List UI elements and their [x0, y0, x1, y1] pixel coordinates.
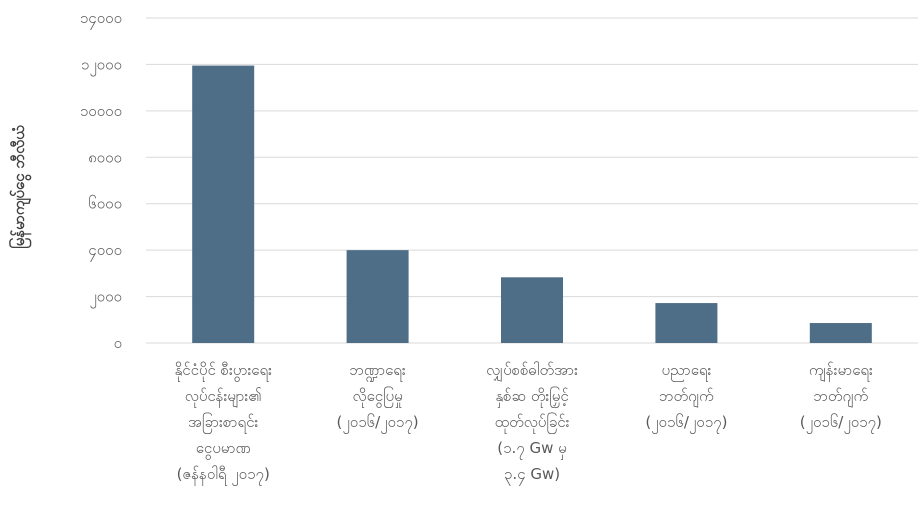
x-category-label: ဘဏ္ဍာရေးလိုငွေပြမှု(၂၀၁၆/၂၀၁၇) [337, 361, 419, 434]
y-axis-title: မြန်မာကျပ်ငွေ ဘီလီယံ [8, 125, 32, 249]
y-tick-label: ၂၀၀၀ [89, 288, 122, 309]
y-tick-label: ၁၀၀၀၀ [80, 102, 122, 120]
y-tick-label: ၈၀၀၀ [88, 148, 122, 166]
x-category-label: နိုင်ငံပိုင် စီးပွားရေးလုပ်ငန်းများ၏အခြာ… [175, 361, 273, 486]
x-category-label: လျှပ်စစ်ဓါတ်အားနှစ်ဆ တိုးမြှင့်ထုတ်လုပ်ခ… [486, 361, 578, 486]
x-axis-labels: နိုင်ငံပိုင် စီးပွားရေးလုပ်ငန်းများ၏အခြာ… [175, 361, 882, 486]
x-category-label: ကျန်းမာရေးဘတ်ဂျက်(၂၀၁၆/၂၀၁၇) [800, 361, 882, 434]
gridlines [146, 17, 918, 344]
bar [192, 65, 255, 343]
bar [809, 323, 872, 343]
y-tick-label: ၁၂၀၀၀ [81, 55, 122, 76]
bar [501, 277, 563, 343]
y-axis-ticks: ၀ ၂၀၀၀ ၄၀၀၀ ၆၀၀၀ ၈၀၀၀ ၁၀၀၀၀ ၁၂၀၀၀ ၁၄၀၀၀ [80, 9, 122, 352]
y-tick-label: ၀ [114, 334, 122, 352]
y-tick-label: ၄၀၀၀ [88, 241, 122, 262]
bars [192, 65, 872, 343]
bar [346, 250, 409, 343]
bar [655, 303, 718, 343]
y-tick-label: ၆၀၀၀ [88, 195, 122, 213]
y-tick-label: ၁၄၀၀၀ [80, 9, 122, 30]
x-category-label: ပညာရေးဘတ်ဂျက်(၂၀၁၆/၂၀၁၇) [645, 361, 727, 434]
